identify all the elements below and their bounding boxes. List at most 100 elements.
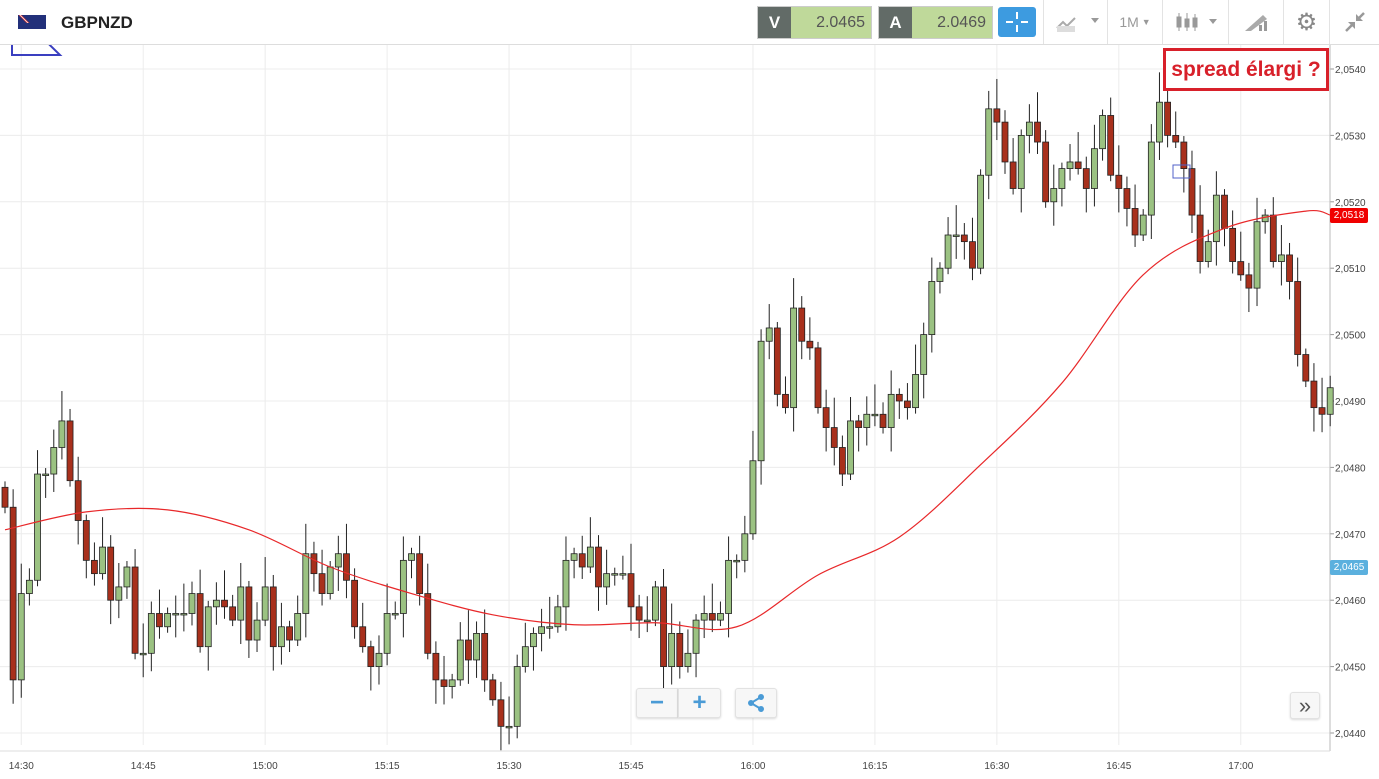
candle [497,681,505,751]
sell-label: V [758,7,791,38]
share-button[interactable] [735,688,777,718]
candle [1180,136,1188,193]
candle [855,414,863,452]
candle [871,384,879,427]
x-tick-label: 15:15 [375,761,400,772]
price-chart[interactable]: 2,0440 2,0450 2,0460 2,0470 2,0480 2,0490 2,05… [0,45,1379,779]
candle-body [1269,214,1277,262]
candle [99,517,106,580]
timeframe-dropdown[interactable]: 1M ▼ [1107,0,1162,44]
candle [627,543,635,631]
candle [1196,185,1204,274]
candle [351,568,358,639]
candle-body [530,633,537,648]
candle [1,481,9,514]
candle [1034,92,1041,154]
candle [318,549,326,606]
x-tick-label: 16:00 [740,761,765,772]
candle-body [269,586,277,648]
candle [473,621,480,678]
candle-body [1131,208,1139,236]
candle [554,594,562,633]
candle [969,217,976,281]
candle-body [611,573,619,576]
candle-body [887,393,895,428]
candle [847,397,854,481]
candle-body [570,553,578,561]
candle [595,535,602,611]
candle [822,389,830,452]
candle [603,549,611,605]
candle-body [286,626,293,641]
candle-body [1326,387,1334,415]
candle-body [627,573,635,608]
candle [578,535,586,579]
candle-body [42,473,50,476]
candle [814,341,822,414]
buy-button[interactable]: A 2.0469 [878,6,993,39]
candle [1131,184,1139,247]
candle [684,629,692,673]
collapse-button[interactable] [1329,0,1379,44]
candle [920,322,928,399]
candle-body [343,553,350,581]
candle-body [1229,227,1237,262]
candle [546,596,554,639]
candle [1139,209,1147,241]
candle [757,329,765,485]
sell-button[interactable]: V 2.0465 [757,6,872,39]
candle [1017,129,1025,213]
scroll-to-latest-button[interactable]: » [1290,692,1320,719]
share-icon [748,694,764,712]
candle [74,456,82,545]
candle [1188,150,1196,234]
candle [58,391,66,460]
candle [172,595,180,638]
candle [391,601,399,620]
draw-tools-button[interactable] [1228,0,1283,44]
candle-body [684,652,692,668]
candle [82,514,90,579]
candle-body [17,593,25,681]
zoom-out-button[interactable]: − [636,688,678,718]
chart-type-button[interactable] [1162,0,1228,44]
candle [17,563,25,698]
candle-body [1025,121,1033,136]
candle-body [586,546,594,568]
candle [1318,377,1326,433]
candle [725,536,732,638]
candle-body [1294,281,1302,355]
candle [1261,209,1269,234]
candle-body [1253,221,1261,289]
candle [408,547,415,579]
crosshair-button[interactable] [998,7,1036,37]
indicators-button[interactable] [1043,0,1107,44]
candle-body [635,606,643,621]
candle [1164,90,1171,148]
candle [1212,171,1220,266]
candle [237,563,245,645]
candle-body [1302,354,1310,382]
candle-body [278,626,285,648]
candle-body [497,699,505,727]
settings-button[interactable]: ⚙ [1283,0,1329,44]
candle [1058,162,1066,207]
candle [879,402,887,434]
candle [310,541,318,592]
candle-body [1107,115,1115,176]
candle [294,595,302,647]
candle [1172,111,1180,149]
candle [798,296,806,360]
candle-body [172,613,180,616]
candle [1237,231,1245,281]
candle-body [830,427,838,448]
candle-body [562,559,570,608]
zoom-in-button[interactable]: + [678,688,721,718]
candle-body [1042,141,1050,203]
bid-price-tag: 2,0465 [1330,560,1368,575]
candle-body [513,666,521,727]
candle [1123,176,1131,227]
candle-body [538,626,545,634]
candle-body [1099,115,1106,150]
candle-body [1123,188,1131,209]
